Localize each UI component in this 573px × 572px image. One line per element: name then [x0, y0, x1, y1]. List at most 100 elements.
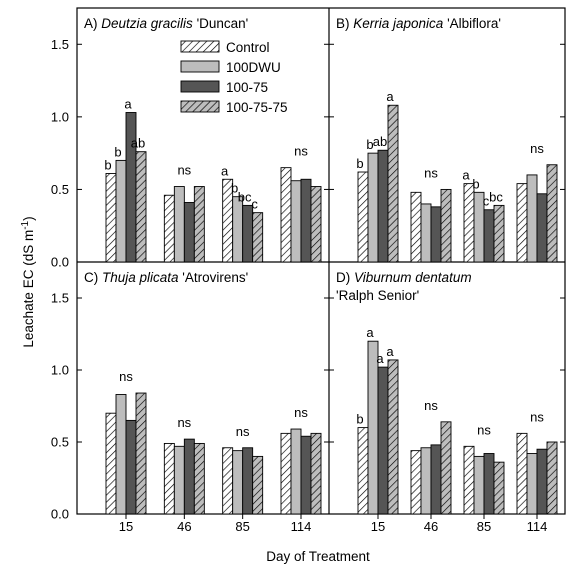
significance-label: b: [114, 144, 121, 159]
significance-label: b: [104, 157, 111, 172]
bar-a-0-0: [105, 173, 117, 263]
bar-c-3-3: [310, 432, 322, 515]
bar-a-0-3: [135, 151, 147, 263]
bar-c-1-1: [173, 445, 185, 515]
panel-title-cultivar: 'Atrovirens': [179, 270, 249, 285]
bar-c-3-2: [300, 435, 312, 515]
bar-c-2-0: [222, 447, 234, 515]
x-tick-label: 15: [371, 519, 385, 534]
significance-label: a: [376, 351, 384, 366]
bar-b-3-0: [516, 183, 528, 263]
significance-label: b: [356, 156, 363, 171]
bar-b-0-3: [387, 104, 399, 263]
bar-a-1-0: [163, 194, 175, 263]
bar-d-2-3: [493, 461, 505, 515]
bar-c-0-1: [115, 394, 127, 515]
bar-b-1-2: [430, 206, 442, 263]
bar-d-3-3: [546, 441, 558, 515]
bar-a-0-1: [115, 159, 127, 263]
bar-a-1-2: [183, 202, 195, 263]
bar-c-1-0: [163, 442, 175, 515]
bar-c-2-1: [232, 450, 244, 515]
bar-b-1-3: [440, 188, 452, 263]
bar-b-0-1: [367, 152, 379, 263]
bar-b-2-3: [493, 204, 505, 263]
legend-swatch: [180, 80, 220, 93]
significance-label: a: [366, 325, 374, 340]
panel-title: D) Viburnum dentatum: [336, 270, 472, 285]
significance-label: ns: [119, 369, 133, 384]
x-tick-label: 114: [527, 519, 548, 534]
bar-d-1-2: [430, 444, 442, 515]
bar-b-2-2: [483, 209, 495, 263]
bar-a-2-2: [242, 204, 254, 263]
bar-a-1-1: [173, 186, 185, 263]
significance-label: b: [231, 181, 238, 196]
bar-d-1-1: [420, 447, 432, 515]
x-tick-label: 46: [424, 519, 438, 534]
bar-b-1-0: [410, 191, 422, 263]
bar-d-2-0: [463, 445, 475, 515]
y-axis-label-main: Leachate EC (dS m: [21, 230, 36, 348]
bar-d-0-3: [387, 359, 399, 515]
significance-label: ns: [236, 424, 250, 439]
y-axis-label: Leachate EC (dS m-1): [20, 216, 36, 347]
x-tick-label: 85: [477, 519, 491, 534]
legend: Control 100DWU 100-75 100-75-75: [180, 40, 288, 115]
panel-title-cultivar: 'Ralph Senior': [336, 288, 419, 303]
y-axis-label-sup: -1: [20, 220, 31, 229]
significance-label: a: [386, 344, 394, 359]
bar-a-3-2: [300, 178, 312, 263]
significance-label: ns: [424, 398, 438, 413]
significance-label: ns: [530, 141, 544, 156]
significance-label: c: [251, 197, 258, 212]
y-tick-label: 1.0: [51, 363, 69, 378]
significance-label: ns: [424, 165, 438, 180]
significance-label: bc: [238, 189, 252, 204]
significance-label: ns: [294, 144, 308, 159]
panel-title-prefix: B): [336, 16, 353, 31]
panel-title-species: Viburnum dentatum: [354, 270, 472, 285]
bar-a-2-3: [252, 212, 264, 263]
bar-b-3-1: [526, 174, 538, 263]
panel-title-species: Deutzia gracilis: [101, 16, 193, 31]
legend-swatch: [180, 40, 220, 53]
x-tick-label: 15: [119, 519, 133, 534]
bar-d-1-3: [440, 421, 452, 515]
panel-title-cultivar: 'Albiflora': [443, 16, 501, 31]
bar-c-3-1: [290, 428, 302, 515]
legend-swatch: [180, 100, 220, 113]
bar-c-1-2: [183, 438, 195, 515]
legend-entry: Control: [226, 40, 270, 55]
y-tick-label: 0.5: [51, 182, 69, 197]
bar-b-3-3: [546, 164, 558, 263]
y-tick-label: 0.0: [51, 507, 69, 522]
bar-b-0-2: [377, 149, 389, 263]
significance-label: ab: [373, 134, 387, 149]
x-tick-label: 85: [235, 519, 249, 534]
bar-c-3-0: [280, 432, 292, 515]
bar-d-0-2: [377, 366, 389, 515]
panel-title-species: Thuja plicata: [102, 270, 179, 285]
bar-d-3-0: [516, 432, 528, 515]
bar-b-1-1: [420, 203, 432, 263]
bar-c-1-3: [193, 442, 205, 515]
y-tick-label: 1.0: [51, 109, 69, 124]
significance-label: ns: [530, 409, 544, 424]
panel-title: B) Kerria japonica 'Albiflora': [336, 16, 501, 31]
bar-d-3-2: [536, 448, 548, 515]
panel-title-prefix: D): [336, 270, 354, 285]
bar-a-3-1: [290, 180, 302, 263]
significance-label: b: [472, 176, 479, 191]
significance-label: a: [221, 163, 229, 178]
significance-label: bc: [489, 189, 503, 204]
legend-swatch: [180, 60, 220, 73]
significance-label: ns: [177, 163, 191, 178]
y-tick-label: 1.5: [51, 37, 69, 52]
significance-label: ab: [131, 136, 145, 151]
